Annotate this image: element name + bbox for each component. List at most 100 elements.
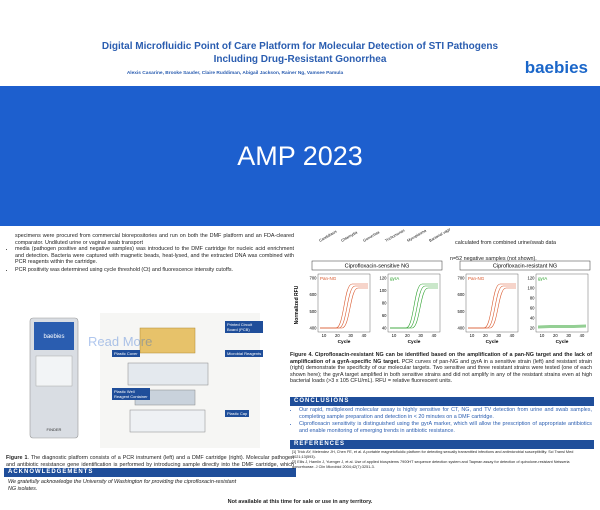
figure-4: Normalized RFU Ciprofloxacin-sensitive NG… (294, 260, 591, 345)
x-tick-label: 30 (566, 333, 571, 338)
figure-label: Microbial Reagents (225, 350, 264, 357)
y-tick-label: 120 (380, 276, 388, 281)
plot-frame (465, 273, 519, 333)
curve (468, 287, 516, 329)
curve (537, 324, 587, 327)
column-label: Trichomonas (385, 228, 406, 242)
column-label: Gonorrhea (363, 230, 381, 243)
y-tick-label: 80 (382, 301, 387, 306)
x-tick-label: 20 (553, 333, 558, 338)
y-tick-label: 400 (458, 326, 466, 331)
reference: [1] Trick AY, Melendez JH, Chen FE, et a… (292, 450, 574, 459)
x-tick-label: 10 (392, 333, 397, 338)
y-tick-label: 600 (310, 292, 318, 297)
x-tick-label: 30 (496, 333, 501, 338)
y-tick-label: 700 (458, 276, 466, 281)
instrument-screen (34, 322, 74, 350)
y-tick-label: 600 (458, 292, 466, 297)
x-axis-label: Cycle (556, 339, 569, 345)
curve (320, 287, 368, 329)
bullet: media (pathogen positive and negative sa… (15, 246, 294, 266)
section-heading: CONCLUSIONS (290, 397, 594, 406)
authors: Alexis Casarine, Brooke Sauder, Claire R… (126, 71, 344, 76)
x-tick-label: 20 (405, 333, 410, 338)
y-tick-label: 60 (530, 306, 535, 311)
x-tick-label: 40 (510, 333, 515, 338)
y-tick-label: 80 (530, 296, 535, 301)
list: media (pathogen positive and negative sa… (6, 246, 294, 273)
figure-label: Plastic Well Reagent Container (112, 388, 150, 400)
note: calculated from combined urine/swab data (455, 240, 556, 246)
y-tick-label: 60 (382, 313, 387, 318)
conclusions: Our rapid, multiplexed molecular assay i… (290, 407, 592, 435)
figure-label: Printed Circuit Board (PCB) (225, 321, 263, 333)
x-tick-label: 20 (483, 333, 488, 338)
pcb (139, 327, 196, 354)
x-tick-label: 10 (540, 333, 545, 338)
bullet: Our rapid, multiplexed molecular assay i… (299, 407, 592, 420)
section-heading: ACKNOWLEDGEMENTS (4, 468, 296, 477)
x-tick-label: 30 (418, 333, 423, 338)
figure-4-caption: Figure 4. Ciprofloxacin-resistant NG can… (290, 352, 592, 385)
device-model: FINDER (47, 427, 62, 432)
banner-text: AMP 2023 (237, 141, 363, 171)
bullet: PCR positivity was determined using cycl… (15, 267, 294, 274)
plot-label: Pan-NG (320, 276, 337, 281)
logo: baebies (524, 58, 588, 77)
cover (127, 362, 209, 386)
figure-label: Plastic Cap (225, 410, 250, 417)
plot-frame (387, 273, 441, 333)
column-label: Chlamydia (341, 230, 359, 243)
curve (537, 326, 587, 329)
x-axis-label: Cycle (486, 339, 499, 345)
y-tick-label: 40 (382, 326, 387, 331)
column-label: Candidiasis (319, 230, 338, 243)
column-label: Mycoplasma (407, 228, 428, 243)
x-axis-label: Cycle (408, 339, 421, 345)
panel-title-box (311, 260, 443, 271)
acknowledgements-text: We gratefully acknowledge the University… (8, 479, 237, 492)
read-more[interactable]: Read More (88, 334, 152, 349)
column-label: Bacterial vaginosis (429, 224, 451, 243)
y-tick-label: 100 (380, 288, 388, 293)
y-tick-label: 100 (528, 286, 536, 291)
x-axis-label: Cycle (338, 339, 351, 345)
banner: AMP 2023 (0, 86, 600, 226)
x-tick-label: 30 (348, 333, 353, 338)
device-logo: baebies (43, 334, 64, 340)
title: Digital Microfluidic Point of Care Platf… (0, 40, 600, 66)
list: Our rapid, multiplexed molecular assay i… (290, 407, 592, 434)
methods: specimens were procured from commercial … (6, 233, 294, 275)
y-tick-label: 400 (310, 326, 318, 331)
footer: Not available at this time for sale or u… (227, 499, 373, 505)
x-tick-label: 20 (335, 333, 340, 338)
well-container (129, 409, 206, 433)
references: [1] Trick AY, Melendez JH, Chen FE, et a… (292, 450, 592, 470)
caption-title: Figure 4. Ciprofloxacin-resistant NG can… (290, 352, 592, 365)
y-tick-label: 40 (530, 316, 535, 321)
x-tick-label: 10 (470, 333, 475, 338)
caption-title: Figure 1 (6, 455, 28, 461)
reference: [2] Ellis J, Hamlin J, Yuenger J, et al.… (292, 460, 570, 469)
title-line: Digital Microfluidic Point of Care Platf… (101, 41, 499, 52)
paragraph: specimens were procured from commercial … (15, 233, 294, 246)
plot-label: gyrA (538, 276, 547, 281)
y-tick-label: 20 (530, 326, 535, 331)
bullet: Ciprofloxacin sensitivity is distinguish… (299, 421, 592, 434)
x-tick-label: 40 (580, 333, 585, 338)
plot-label: Pan-NG (468, 276, 485, 281)
table-headers: Candidiasis Chlamydia Gonorrhea Trichomonas… (319, 224, 451, 243)
x-tick-label: 40 (432, 333, 437, 338)
x-tick-label: 10 (322, 333, 327, 338)
y-tick-label: 500 (310, 309, 318, 314)
note: n=52 negative samples (not shown). (450, 256, 537, 262)
plot-label: gyrA (390, 276, 399, 281)
section-heading: REFERENCES (290, 440, 594, 449)
plot-frame (317, 273, 371, 333)
figure-1: baebies FINDER Read More (29, 313, 260, 448)
panel-title-box (459, 260, 591, 271)
y-axis-label: Normalized RFU (294, 285, 300, 324)
title-line: Including Drug-Resistant Gonorrhea (213, 54, 387, 65)
y-tick-label: 700 (310, 276, 318, 281)
